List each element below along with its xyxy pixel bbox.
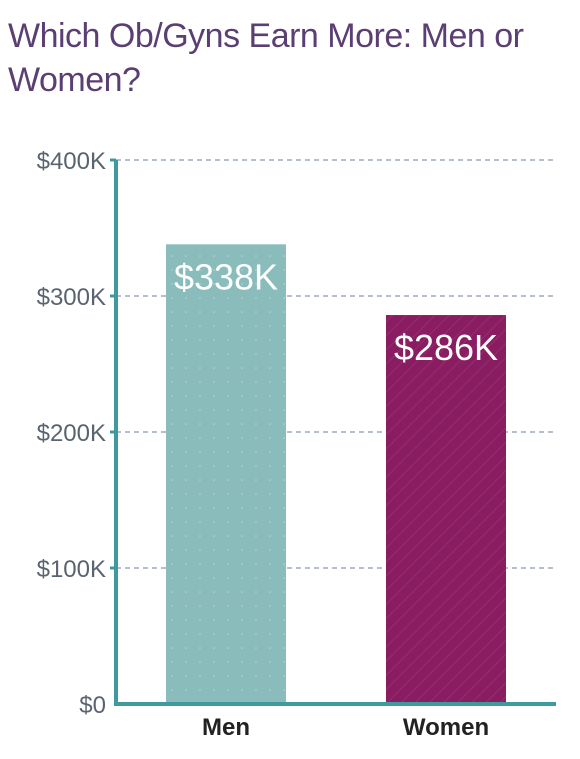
bar-texture	[166, 244, 286, 704]
chart-title: Which Ob/Gyns Earn More: Men or Women?	[8, 17, 524, 99]
labels: $0 $100K $200K $300K $400K $338K Men $286K Women	[37, 148, 498, 741]
x-category-label: Women	[403, 714, 489, 741]
bar-value-label: $338K	[174, 256, 278, 297]
x-category-label: Men	[202, 714, 250, 741]
axes	[110, 158, 556, 706]
bar-value-label: $286K	[394, 327, 498, 368]
bar-texture	[386, 315, 506, 704]
y-tick-label: $200K	[37, 420, 106, 447]
y-tick-label: $400K	[37, 148, 106, 175]
y-tick-label: $0	[79, 692, 106, 719]
bars	[166, 244, 506, 704]
y-tick-label: $300K	[37, 284, 106, 311]
y-tick-label: $100K	[37, 556, 106, 583]
